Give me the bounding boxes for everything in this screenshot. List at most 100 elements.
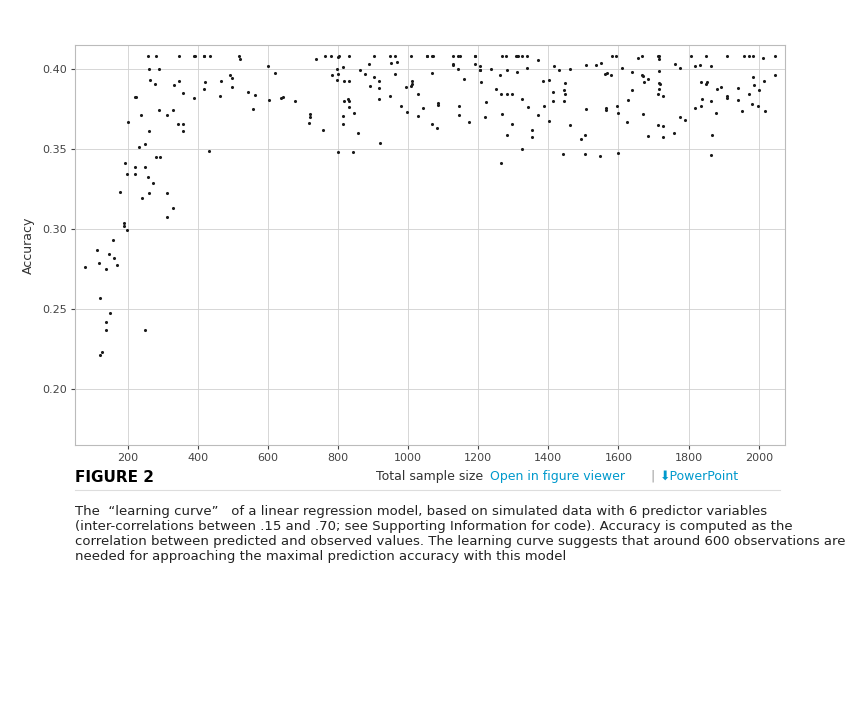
Point: [246, 103, 260, 115]
Point: [525, 131, 539, 143]
Text: The  “learning curve”   of a linear regression model, based on simulated data wi: The “learning curve” of a linear regress…: [75, 505, 846, 563]
Point: [92, 350, 106, 361]
Point: [673, 111, 687, 123]
Point: [495, 108, 509, 120]
Point: [363, 80, 377, 92]
Point: [316, 124, 330, 136]
X-axis label: Total sample size: Total sample size: [376, 470, 484, 483]
Point: [400, 106, 414, 118]
Point: [620, 116, 634, 128]
Point: [453, 50, 467, 62]
Point: [141, 50, 155, 62]
Point: [542, 74, 556, 85]
Point: [404, 80, 418, 92]
Point: [241, 87, 255, 98]
Point: [547, 60, 561, 72]
Point: [142, 125, 156, 136]
Point: [288, 95, 302, 107]
Point: [106, 234, 120, 245]
Point: [752, 84, 766, 95]
Point: [578, 130, 592, 141]
Point: [330, 75, 344, 86]
Point: [652, 54, 665, 65]
Point: [198, 77, 212, 88]
Point: [166, 201, 180, 213]
Point: [468, 50, 481, 62]
Point: [177, 87, 191, 99]
Point: [342, 75, 356, 87]
Point: [516, 94, 529, 105]
Point: [78, 261, 91, 272]
Point: [139, 138, 152, 150]
Point: [133, 141, 146, 153]
Point: [383, 90, 397, 101]
Point: [652, 50, 665, 62]
Point: [420, 50, 433, 62]
Point: [563, 120, 576, 131]
Point: [542, 115, 556, 127]
Point: [383, 50, 397, 62]
Point: [128, 168, 142, 180]
Point: [427, 50, 440, 62]
Point: [626, 66, 640, 77]
Point: [720, 50, 734, 62]
Point: [521, 101, 534, 113]
Point: [303, 108, 316, 120]
Point: [93, 292, 107, 303]
Point: [525, 124, 539, 136]
Point: [505, 118, 519, 129]
Point: [710, 82, 723, 94]
Point: [411, 88, 425, 100]
Point: [166, 104, 180, 115]
Text: |: |: [650, 470, 654, 483]
Point: [274, 92, 288, 103]
Point: [742, 50, 756, 62]
Point: [342, 50, 356, 62]
Point: [431, 122, 445, 133]
Point: [710, 108, 723, 119]
Point: [325, 69, 339, 80]
Point: [511, 50, 525, 62]
Point: [640, 130, 654, 142]
Point: [489, 84, 503, 95]
Point: [574, 133, 587, 144]
Point: [699, 77, 713, 88]
Point: [537, 100, 551, 112]
Point: [302, 117, 315, 128]
Point: [92, 257, 106, 268]
Point: [121, 168, 134, 179]
Point: [635, 50, 649, 62]
Point: [537, 75, 551, 87]
Point: [117, 217, 131, 229]
Point: [558, 88, 572, 100]
Point: [388, 68, 402, 80]
Point: [404, 50, 417, 62]
Point: [149, 151, 162, 162]
Point: [557, 85, 571, 96]
Point: [139, 324, 152, 336]
Point: [674, 63, 687, 75]
Point: [652, 50, 665, 62]
Point: [214, 75, 227, 87]
Point: [410, 110, 424, 121]
Point: [445, 60, 459, 71]
Point: [129, 92, 143, 103]
Point: [735, 105, 749, 116]
Point: [494, 89, 508, 100]
Point: [225, 82, 239, 93]
Point: [446, 50, 460, 62]
Point: [746, 99, 759, 110]
Point: [625, 85, 639, 96]
Point: [146, 177, 160, 189]
Point: [171, 118, 185, 130]
Point: [425, 118, 439, 130]
Point: [141, 171, 155, 182]
Point: [103, 307, 116, 318]
Point: [636, 108, 650, 119]
Point: [598, 104, 612, 115]
Point: [113, 186, 127, 197]
Point: [388, 50, 402, 62]
Point: [610, 100, 624, 112]
Point: [610, 108, 624, 119]
Point: [261, 60, 274, 72]
